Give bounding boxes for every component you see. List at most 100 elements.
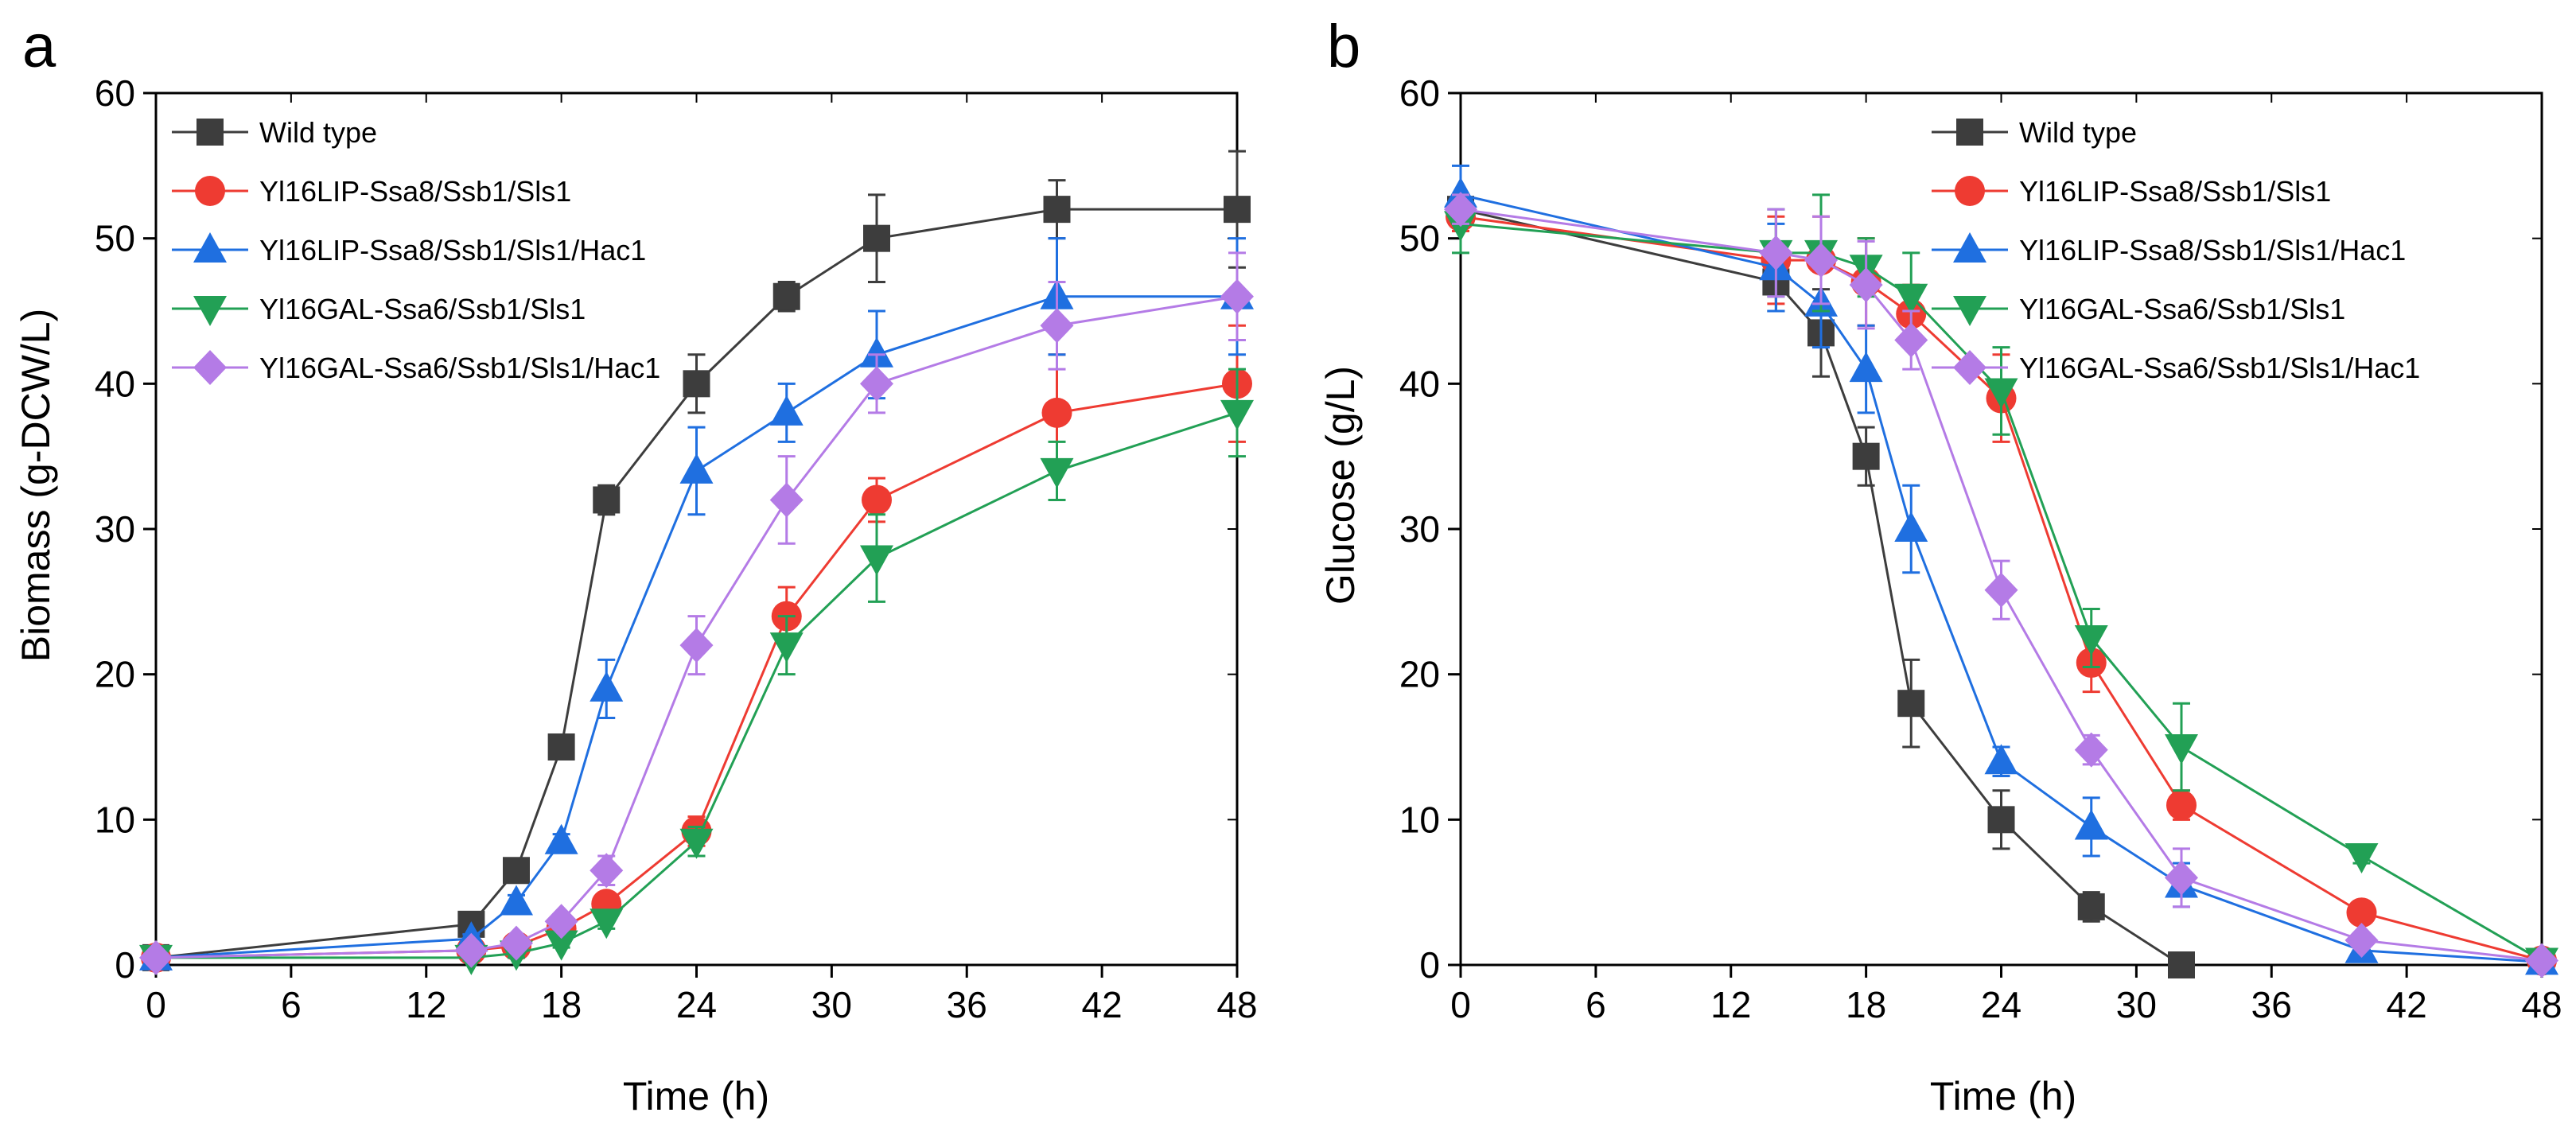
panel-a-legend-swatch-marker	[193, 296, 227, 326]
panel-a-y-tick-label: 40	[95, 363, 135, 404]
panel-a-legend-item: Yl16GAL-Ssa6/Ssb1/Sls1	[172, 293, 586, 326]
panel-a-legend-item: Yl16LIP-Ssa8/Ssb1/Sls1	[172, 175, 571, 208]
panel-a-series-0-line	[155, 208, 1237, 959]
panel-a-series-0-point	[503, 857, 530, 885]
panel-a-series-0	[142, 150, 1251, 971]
panel-b-series-1-point	[2166, 790, 2197, 821]
panel-a-legend-label: Wild type	[259, 116, 377, 149]
panel-b-x-tick-label: 6	[1586, 984, 1606, 1025]
panel-a-series-3-point	[679, 828, 714, 859]
panel-a-legend-swatch-marker	[195, 176, 225, 206]
panel-b-series-0-point	[1897, 690, 1925, 718]
panel-b-series-3-point	[1894, 283, 1928, 314]
panel-a-legend-swatch-marker	[193, 232, 227, 263]
panel-a-x-axis-title: Time (h)	[623, 1074, 769, 1118]
panel-a-series-4-point	[860, 366, 893, 402]
panel-b-legend: Wild type Yl16LIP-Ssa8/Ssb1/Sls1 Yl16LIP-S…	[1932, 116, 2420, 385]
panel-b-legend-swatch-marker	[1953, 350, 1986, 385]
panel-b-series-4-point	[1804, 243, 1838, 278]
panel-b-series-2-point	[1984, 744, 2018, 775]
panel-b-glucose-chart: b Time (h) Glucose (g/L) 0 6 12 18 24 30 36 42 4…	[1318, 13, 2562, 1118]
panel-a-biomass-chart: a Time (h) Biomass (g-DCW/L) 0 6 12 18 24 30 3…	[14, 13, 1258, 1118]
panel-b-legend-swatch-marker	[1953, 232, 1986, 263]
panel-b-series-4-point	[1759, 235, 1793, 270]
panel-b-legend-item: Yl16GAL-Ssa6/Ssb1/Sls1/Hac1	[1932, 350, 2420, 385]
panel-a-series-1-line	[155, 382, 1238, 959]
panel-b-y-tick-label: 40	[1399, 363, 1440, 404]
panel-a-series-3-line	[156, 411, 1238, 959]
panel-b-x-tick-label: 48	[2521, 984, 2562, 1025]
panel-b-series-2-line	[1460, 193, 2543, 963]
panel-b-legend-item: Yl16LIP-Ssa8/Ssb1/Sls1	[1932, 175, 2331, 208]
panel-a-series-3	[139, 368, 1254, 975]
panel-b-y-tick-label: 30	[1399, 508, 1440, 550]
panel-a-series-2	[139, 237, 1254, 971]
panel-a-legend-swatch-marker	[197, 119, 224, 146]
panel-a-series-4-point	[500, 925, 533, 961]
panel-b-series-3-point	[2074, 625, 2108, 655]
panel-a-series-3-point	[544, 930, 578, 961]
panel-b-legend-item: Yl16GAL-Ssa6/Ssb1/Sls1	[1932, 293, 2345, 326]
panel-a-series-3-point	[860, 545, 893, 576]
panel-b-series-4-point	[2525, 943, 2558, 978]
panel-a-series-0-point	[772, 282, 800, 310]
panel-a-series-0-point	[593, 486, 621, 514]
panel-b-y-tick-label: 10	[1399, 799, 1440, 840]
panel-b-series-0-point	[1987, 806, 2015, 834]
panel-a-legend-label: Yl16LIP-Ssa8/Ssb1/Sls1/Hac1	[259, 234, 646, 266]
panel-b-legend-label: Yl16LIP-Ssa8/Ssb1/Sls1/Hac1	[2019, 234, 2406, 266]
panel-b-series-0-point	[2077, 893, 2105, 920]
panel-b-legend-item: Yl16LIP-Ssa8/Ssb1/Sls1/Hac1	[1932, 232, 2406, 266]
panel-b-series-1-line	[1460, 215, 2543, 962]
panel-a-series-0-point	[683, 370, 710, 398]
panel-b-series-3-line	[1460, 222, 2543, 962]
panel-a-legend-label: Yl16GAL-Ssa6/Ssb1/Sls1	[259, 293, 586, 325]
panel-a-series-4-point	[769, 482, 804, 518]
panel-a-series-2-point	[590, 671, 624, 702]
panel-b-x-tick-label: 12	[1710, 984, 1751, 1025]
panel-b-x-tick-label: 36	[2251, 984, 2292, 1025]
panel-b-series-4-point	[1984, 572, 2018, 608]
panel-a-series-0-point	[1043, 196, 1071, 224]
panel-b-x-tick-label: 24	[1981, 984, 2021, 1025]
panel-b-series-4	[1444, 192, 2558, 978]
panel-b-legend-swatch-marker	[1953, 296, 1986, 326]
panel-a-legend-swatch-marker	[193, 350, 227, 385]
panel-a-x-tick-label: 0	[146, 984, 166, 1025]
panel-a-label: a	[22, 13, 56, 80]
panel-b-legend-label: Wild type	[2019, 116, 2137, 149]
panel-b-x-axis-title: Time (h)	[1930, 1074, 2076, 1118]
panel-a-y-tick-label: 0	[115, 944, 135, 986]
panel-b-series-0-point	[2168, 951, 2195, 978]
panel-a-x-tick-label: 48	[1216, 984, 1257, 1025]
panel-b-legend-swatch-marker	[1955, 176, 1985, 206]
panel-b-legend-label: Yl16LIP-Ssa8/Ssb1/Sls1	[2019, 175, 2331, 208]
panel-a-series-2-point	[500, 885, 533, 916]
panel-b-series-2-point	[1849, 352, 1883, 383]
panel-a-series-4-point	[1220, 278, 1254, 314]
panel-a-series-4-point	[454, 932, 488, 968]
panel-b-series-4-point	[2165, 860, 2198, 896]
panel-a-y-tick-label: 20	[95, 654, 135, 695]
panel-a-y-tick-label: 60	[95, 72, 135, 114]
panel-b-y-axis-title: Glucose (g/L)	[1318, 366, 1363, 605]
panel-b-y-tick-label: 60	[1399, 72, 1440, 114]
panel-a-series-2-point	[769, 395, 804, 426]
panel-b-series-4-point	[1849, 267, 1883, 303]
panel-a-series-0-point	[547, 733, 575, 761]
panel-b-series-3-point	[2165, 734, 2198, 764]
panel-b-y-tick-label: 20	[1399, 654, 1440, 695]
panel-b-series-4-point	[1444, 192, 1477, 228]
panel-a-legend-item: Wild type	[172, 116, 377, 149]
panel-a-x-tick-label: 18	[541, 984, 582, 1025]
panel-b-x-tick-label: 30	[2116, 984, 2157, 1025]
panel-b-y-tick-label: 0	[1419, 944, 1440, 986]
panel-a-series-3-point	[769, 632, 804, 663]
panel-b-series-4-point	[2344, 922, 2379, 958]
panel-a-series-4-point	[544, 904, 578, 939]
panel-b-series-3-point	[2344, 843, 2379, 873]
panel-a-x-tick-label: 42	[1082, 984, 1123, 1025]
panel-b-series-4-line	[1460, 208, 2543, 963]
panel-b-series-2-point	[2074, 809, 2108, 840]
